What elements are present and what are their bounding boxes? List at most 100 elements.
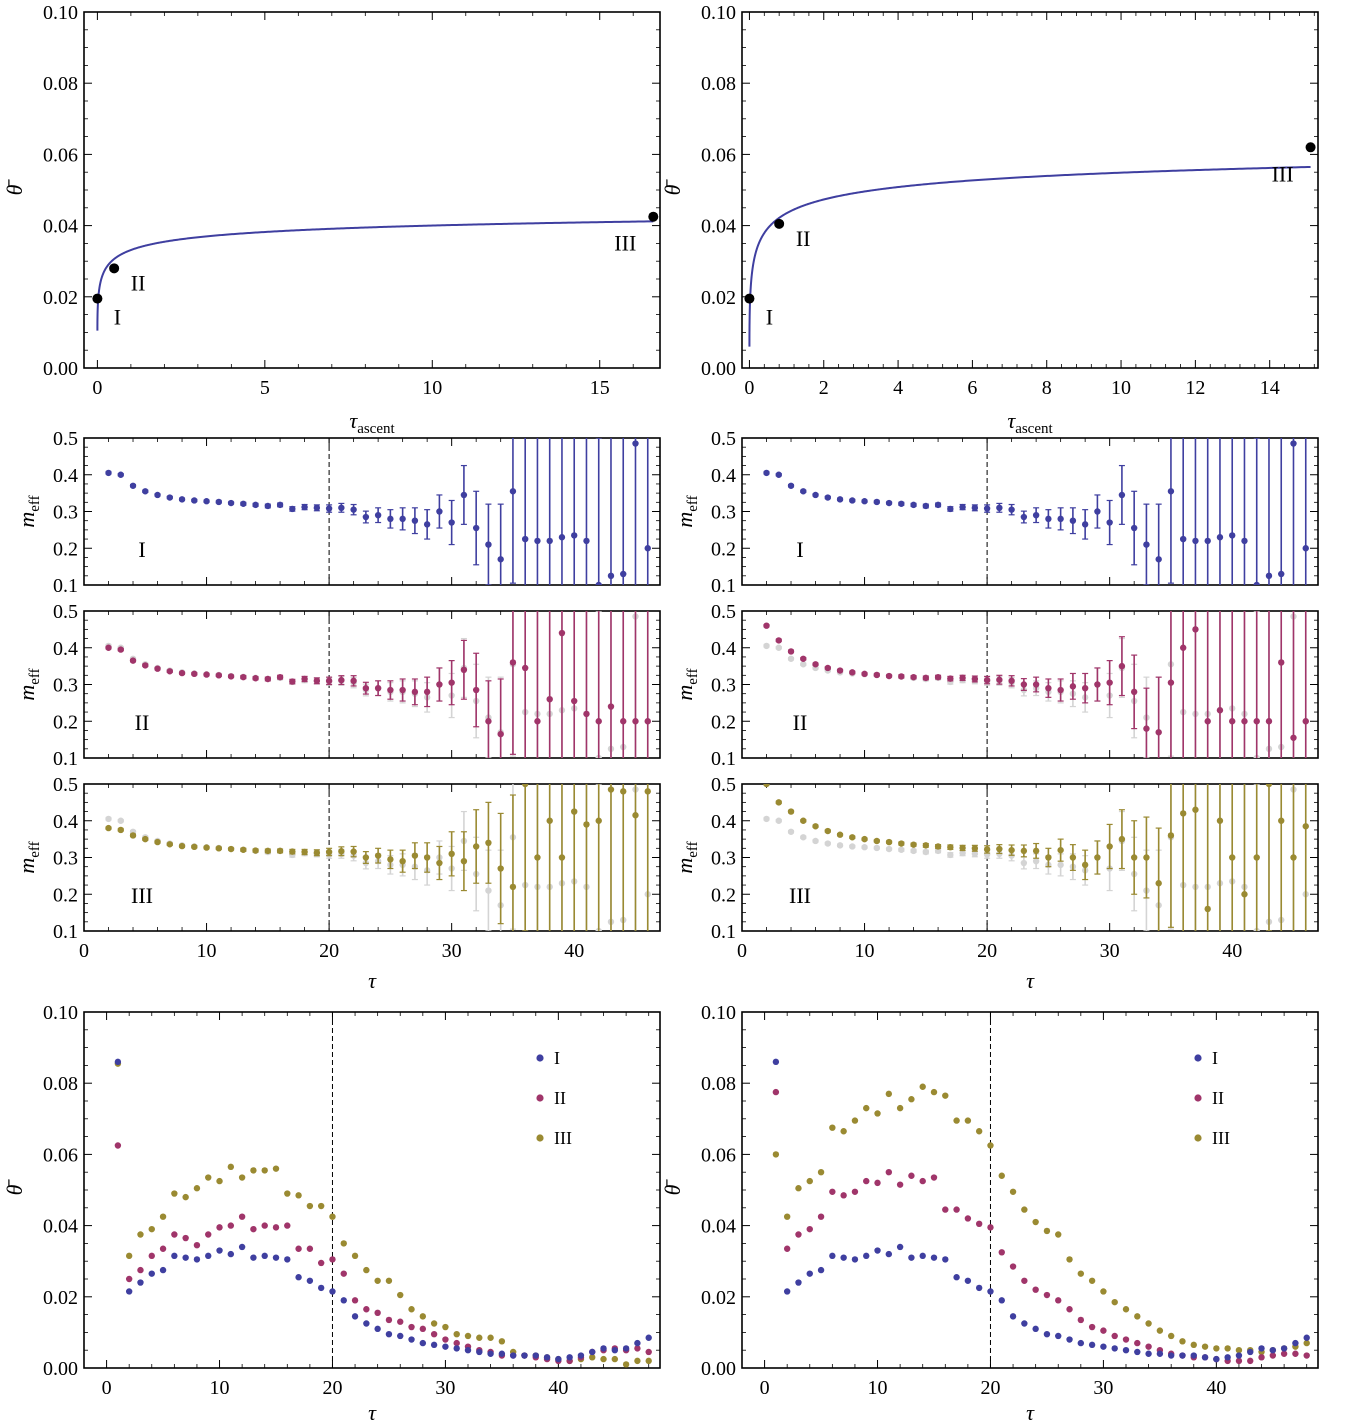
marker-label: I <box>114 305 121 330</box>
series-II-point <box>408 1323 415 1331</box>
series-I-point <box>408 1336 415 1343</box>
ghost-series-I-point <box>910 847 917 855</box>
x-tick-label: 20 <box>980 1377 1000 1399</box>
series-I-point <box>1055 1332 1062 1340</box>
series-I-point <box>340 1297 347 1304</box>
series-III-point <box>607 786 615 793</box>
series-II-point <box>849 669 856 676</box>
series-I-point <box>1043 1330 1051 1338</box>
series-III-point <box>148 1225 155 1233</box>
series-I-point <box>644 545 651 552</box>
series-III-point <box>1265 784 1273 788</box>
series-III-point <box>873 837 881 845</box>
chart-top-left: 0.000.020.040.060.080.100 5 10 15IIIIIIθ̄τa… <box>2 2 661 437</box>
x-axis-label: τ <box>1026 968 1035 993</box>
series-I-point <box>317 1284 325 1292</box>
series-III-point <box>1055 1231 1062 1238</box>
series-II-point <box>983 676 991 684</box>
series-II-point <box>485 718 492 725</box>
series-I-point <box>250 1254 257 1261</box>
x-tick-label: 8 <box>1042 377 1052 399</box>
series-II-point <box>787 648 795 655</box>
series-II-point <box>1241 718 1248 725</box>
series-II-point <box>374 684 382 692</box>
series-III-point <box>203 844 210 851</box>
series-II-point <box>137 1266 144 1274</box>
series-III-point <box>430 1320 438 1327</box>
series-I-point <box>1201 1354 1209 1361</box>
series-I-point <box>325 505 333 512</box>
series-III-point <box>289 848 296 855</box>
series-II-point <box>964 1215 972 1222</box>
y-tick-label: 0.3 <box>53 502 78 524</box>
series-II-point <box>1081 684 1089 692</box>
series-II-point <box>1055 1297 1062 1304</box>
series-II-point <box>824 664 831 672</box>
series-II-point <box>1009 1263 1017 1270</box>
series-II-point <box>812 661 819 668</box>
ascent-curve <box>96 220 654 331</box>
series-I-point <box>622 1345 630 1352</box>
y-tick-label: 0.08 <box>701 73 736 95</box>
series-II-point <box>1094 681 1101 688</box>
series-I-point <box>374 511 382 519</box>
series-I-point <box>959 503 966 511</box>
ghost-series-I-point <box>849 843 856 850</box>
series-I-point <box>125 1288 133 1295</box>
series-III-point <box>453 1330 460 1338</box>
series-III-point <box>374 852 382 859</box>
plot-frame <box>83 1011 661 1369</box>
series-III-point <box>836 831 844 838</box>
points-group <box>105 438 651 585</box>
series-I-point <box>476 1348 483 1356</box>
series-II-point <box>953 1206 960 1213</box>
x-tick-label: 40 <box>564 940 584 962</box>
marker-label: III <box>614 231 636 256</box>
y-axis-label: θ̄ <box>2 1179 27 1196</box>
series-I-point <box>1130 524 1138 532</box>
series-II-point <box>1100 1327 1107 1334</box>
series-II-point <box>227 1222 235 1229</box>
series-I-point <box>942 1256 949 1263</box>
series-I-point <box>851 1256 859 1263</box>
series-III-point <box>1069 854 1077 861</box>
series-II-point <box>632 718 639 725</box>
points-group <box>763 438 1309 585</box>
series-III-point <box>1224 1345 1231 1352</box>
series-II-point <box>1278 659 1285 666</box>
series-II-point <box>908 1172 915 1179</box>
series-II-point <box>114 1142 122 1149</box>
series-III-point <box>947 844 954 851</box>
ghost-series-I-point <box>800 834 807 841</box>
series-I-point <box>566 1354 573 1361</box>
series-III-point <box>240 846 247 853</box>
series-I-point <box>874 1247 881 1254</box>
series-III-point <box>193 1185 201 1192</box>
series-I-point <box>1111 1345 1118 1352</box>
series-II-point <box>215 672 223 679</box>
series-I-point <box>442 1343 449 1350</box>
series-III-point <box>154 838 161 846</box>
series-I-point <box>453 1345 460 1352</box>
series-III-point <box>620 788 627 795</box>
chart-bottom-right: 0.000.020.040.060.080.100 10 20 30 40IIIIIIθ… <box>660 1002 1319 1425</box>
series-II-point <box>521 664 529 672</box>
series-II-point <box>1122 1336 1130 1343</box>
y-tick-label: 0.4 <box>711 465 736 487</box>
series-II-point <box>340 1270 347 1277</box>
series-II-point <box>1167 679 1175 686</box>
series-I-point <box>159 1266 167 1274</box>
series-II-point <box>534 718 541 725</box>
series-III-point <box>159 1213 167 1220</box>
series-II-point <box>1265 718 1273 725</box>
y-tick-label: 0.02 <box>701 1287 736 1309</box>
series-II-point <box>497 730 504 738</box>
x-axis-label-main: τ <box>368 1400 377 1425</box>
series-I-point <box>411 517 419 524</box>
series-II-point <box>250 1225 257 1233</box>
panel-label: I <box>796 537 803 562</box>
series-III-point <box>521 784 529 788</box>
series-I-point <box>1081 521 1089 528</box>
series-I-point <box>264 502 272 510</box>
series-I-point <box>885 499 893 507</box>
